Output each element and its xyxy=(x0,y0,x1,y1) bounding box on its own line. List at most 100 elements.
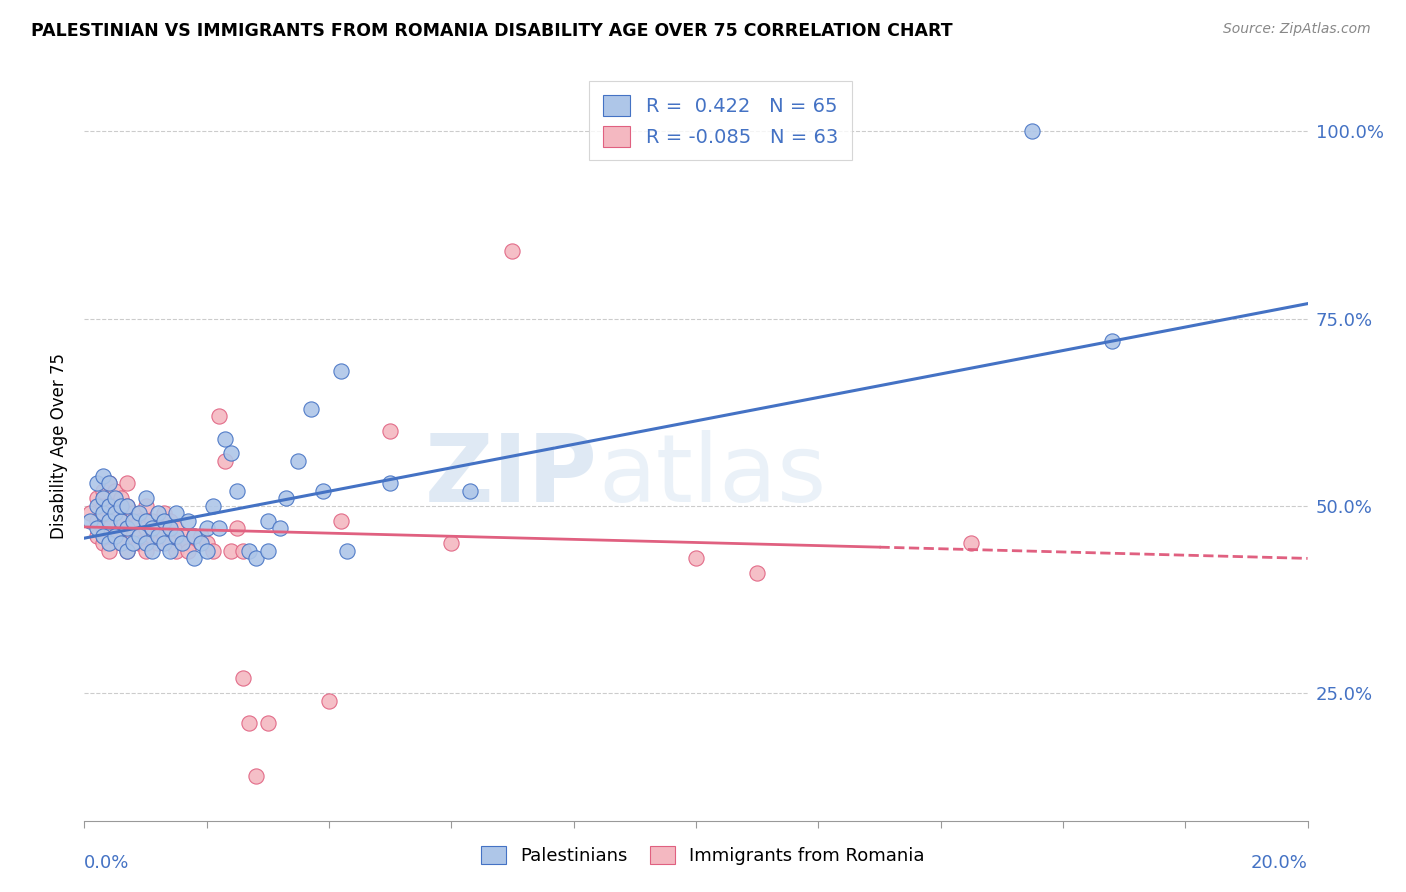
Point xyxy=(159,521,181,535)
Point xyxy=(183,551,205,566)
Point xyxy=(208,409,231,423)
Point xyxy=(153,514,176,528)
Point xyxy=(226,521,249,535)
Point xyxy=(128,529,150,543)
Text: atlas: atlas xyxy=(598,430,827,522)
Point xyxy=(336,544,359,558)
Point xyxy=(110,499,132,513)
Point xyxy=(1021,124,1043,138)
Point xyxy=(115,521,138,535)
Point xyxy=(190,529,212,543)
Point xyxy=(110,536,132,550)
Point xyxy=(458,483,481,498)
Point xyxy=(91,507,114,521)
Point xyxy=(146,521,169,535)
Text: 0.0%: 0.0% xyxy=(84,855,129,872)
Point xyxy=(86,491,108,506)
Point xyxy=(208,521,231,535)
Point xyxy=(122,536,145,550)
Point xyxy=(104,491,127,506)
Point xyxy=(214,432,236,446)
Point xyxy=(115,521,138,535)
Point xyxy=(960,536,983,550)
Point xyxy=(299,401,322,416)
Point xyxy=(183,529,205,543)
Point xyxy=(146,536,169,550)
Point xyxy=(226,483,249,498)
Point xyxy=(195,521,218,535)
Point xyxy=(380,424,402,438)
Point xyxy=(110,514,132,528)
Text: 20.0%: 20.0% xyxy=(1251,855,1308,872)
Point xyxy=(86,476,108,491)
Point xyxy=(91,529,114,543)
Point xyxy=(97,536,120,550)
Text: PALESTINIAN VS IMMIGRANTS FROM ROMANIA DISABILITY AGE OVER 75 CORRELATION CHART: PALESTINIAN VS IMMIGRANTS FROM ROMANIA D… xyxy=(31,22,952,40)
Point xyxy=(257,544,280,558)
Point xyxy=(104,483,127,498)
Point xyxy=(232,671,254,685)
Text: ZIP: ZIP xyxy=(425,430,598,522)
Point xyxy=(128,514,150,528)
Point xyxy=(97,514,120,528)
Point xyxy=(91,521,114,535)
Point xyxy=(91,499,114,513)
Point xyxy=(146,507,169,521)
Point xyxy=(97,476,120,491)
Point xyxy=(135,491,157,506)
Point xyxy=(172,536,194,550)
Point xyxy=(141,514,163,528)
Point xyxy=(146,529,169,543)
Point xyxy=(183,529,205,543)
Point xyxy=(141,544,163,558)
Point xyxy=(135,514,157,528)
Point xyxy=(110,514,132,528)
Y-axis label: Disability Age Over 75: Disability Age Over 75 xyxy=(51,353,69,539)
Text: Source: ZipAtlas.com: Source: ZipAtlas.com xyxy=(1223,22,1371,37)
Point xyxy=(238,544,260,558)
Point xyxy=(330,364,353,378)
Point xyxy=(135,499,157,513)
Point xyxy=(201,499,224,513)
Point xyxy=(318,694,340,708)
Point xyxy=(257,514,280,528)
Point xyxy=(135,544,157,558)
Point xyxy=(269,521,291,535)
Point xyxy=(165,529,187,543)
Point xyxy=(135,536,157,550)
Point xyxy=(97,499,120,513)
Point xyxy=(104,507,127,521)
Point xyxy=(238,716,260,731)
Legend: Palestinians, Immigrants from Romania: Palestinians, Immigrants from Romania xyxy=(474,838,932,872)
Point xyxy=(115,544,138,558)
Point xyxy=(219,446,242,460)
Point xyxy=(97,499,120,513)
Point xyxy=(165,521,187,535)
Point xyxy=(330,514,353,528)
Point xyxy=(128,536,150,550)
Legend: R =  0.422   N = 65, R = -0.085   N = 63: R = 0.422 N = 65, R = -0.085 N = 63 xyxy=(589,81,852,161)
Point xyxy=(128,507,150,521)
Point xyxy=(86,521,108,535)
Point xyxy=(195,536,218,550)
Point xyxy=(159,544,181,558)
Point xyxy=(153,536,176,550)
Point xyxy=(135,521,157,535)
Point xyxy=(219,544,242,558)
Point xyxy=(190,536,212,550)
Point xyxy=(115,544,138,558)
Point xyxy=(122,529,145,543)
Point xyxy=(97,521,120,535)
Point xyxy=(177,536,200,550)
Point xyxy=(91,491,114,506)
Point xyxy=(287,454,309,468)
Point xyxy=(165,544,187,558)
Point xyxy=(159,514,181,528)
Point xyxy=(165,507,187,521)
Point xyxy=(201,544,224,558)
Point xyxy=(177,544,200,558)
Point xyxy=(276,491,298,506)
Point xyxy=(380,476,402,491)
Point xyxy=(502,244,524,259)
Point xyxy=(104,529,127,543)
